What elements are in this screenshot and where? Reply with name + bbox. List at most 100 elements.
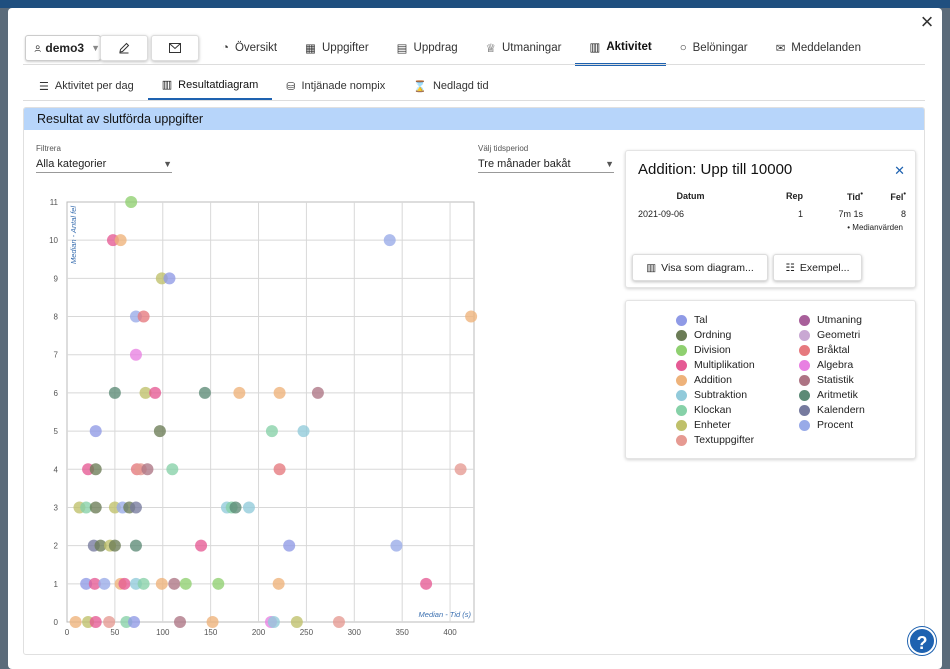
legend-swatch [676,374,687,386]
period-select[interactable]: Välj tidsperiod Tre månader bakåt ▼ [478,144,614,173]
y-tick-label: 11 [50,198,59,207]
tab-oversikt[interactable]: ◔ Översikt [222,42,278,54]
legend-label: Statistik [817,374,854,386]
data-point-tal [89,425,102,438]
data-point-ordning [89,501,102,514]
mail-button[interactable] [151,35,199,61]
legend-item: Algebra [799,359,853,371]
tab-nedlagd-tid[interactable]: ⌛ Nedlagd tid [413,80,489,93]
list-icon: ☷ [785,261,795,274]
data-point-subtraktion [242,501,255,514]
data-point-statistik [174,616,187,628]
legend-item: Kalendern [799,404,865,416]
data-point-division [212,577,225,590]
legend-swatch [799,389,810,401]
data-point-multiplikation [88,577,101,590]
x-tick-label: 300 [348,628,362,637]
tab-uppgifter[interactable]: ▦ Uppgifter [305,42,369,55]
y-tick-label: 8 [54,313,59,322]
divider [23,100,925,101]
legend-swatch [676,419,687,431]
data-point-ordning [153,425,166,438]
data-point-multiplikation [149,386,162,399]
tab-intjanade-nompix[interactable]: ⛁ Intjänade nompix [286,80,386,93]
data-point-addition [272,577,285,590]
tab-uppdrag[interactable]: ▤ Uppdrag [396,42,458,55]
data-point-addition [233,386,246,399]
data-point-enheter [290,616,303,628]
data-point-division [179,577,192,590]
legend-swatch [799,419,810,431]
close-icon[interactable]: × [920,9,934,34]
legend-swatch [799,359,810,371]
y-tick-label: 2 [54,542,59,551]
y-tick-label: 5 [54,427,59,436]
data-point-bråktal [273,463,286,476]
data-point-ordning [89,463,102,476]
y-tick-label: 3 [54,503,59,512]
plot-area [66,201,475,623]
hourglass-icon: ⌛ [413,80,427,93]
x-tick-label: 0 [65,628,70,637]
legend-label: Textuppgifter [694,434,755,446]
circle-icon: ○ [679,42,687,54]
data-point-textuppgifter [454,463,467,476]
data-point-klockan [137,577,150,590]
data-point-statistik [141,463,154,476]
x-tick-label: 350 [395,628,409,637]
legend-label: Aritmetik [817,389,858,401]
bar-chart-icon: ▥ [161,79,173,91]
y-tick-label: 6 [54,389,59,398]
coins-icon: ⛁ [286,80,296,93]
examples-button[interactable]: ☷ Exempel... [773,254,862,281]
legend-item: Subtraktion [676,389,747,401]
legend-label: Geometri [817,329,861,341]
close-icon[interactable]: ✕ [894,163,905,178]
legend-label: Addition [694,374,732,386]
pencil-icon [119,42,130,54]
data-point-division [125,196,138,208]
legend-item: Statistik [799,374,854,386]
legend-swatch [676,314,687,326]
show-diagram-button[interactable]: ▥ Visa som diagram... [632,254,768,281]
envelope-icon: ✉ [775,43,786,55]
legend-label: Procent [817,419,854,431]
x-tick-label: 400 [443,628,457,637]
data-point-tal [163,272,176,285]
tab-utmaningar[interactable]: ♕ Utmaningar [485,42,562,55]
legend-item: Geometri [799,329,860,341]
y-tick-label: 10 [49,236,58,245]
tab-meddelanden[interactable]: ✉ Meddelanden [775,42,861,55]
data-point-statistik [311,386,324,399]
tab-resultatdiagram[interactable]: ▥ Resultatdiagram [147,71,273,101]
category-filter[interactable]: Filtrera Alla kategorier ▼ [36,144,172,173]
user-icon [34,44,41,52]
edit-button[interactable] [100,35,148,61]
legend-item: Division [676,344,731,356]
legend-label: Division [694,344,731,356]
legend-swatch [676,389,687,401]
help-button[interactable]: ? [908,627,936,655]
legend-item: Klockan [676,404,731,416]
legend-swatch [799,374,810,386]
user-dropdown[interactable]: demo3 ▼ [25,35,101,61]
tab-beloningar[interactable]: ○ Belöningar [679,42,748,54]
trophy-icon: ♕ [485,43,496,55]
legend-swatch [676,404,687,416]
legend-item: Addition [676,374,732,386]
scatter-chart[interactable]: 0 50 100 150 200 250 300 350 400 0 1 2 3 4 5 6 7 8 9 10 11 Me… [24,180,494,650]
data-point-addition [114,234,127,247]
data-point-addition [465,310,478,323]
data-point-aritmetik [198,386,211,399]
tab-aktivitet-per-dag[interactable]: ☰ Aktivitet per dag [39,80,134,93]
main-nav: ◔ Översikt ▦ Uppgifter ▤ Uppdrag ♕ Utmaninga… [208,30,875,66]
data-point-klockan [80,501,93,514]
legend-item: Multiplikation [676,359,755,371]
data-point-textuppgifter [103,616,116,628]
username: demo3 [45,41,85,55]
legend-label: Utmaning [817,314,862,326]
data-point-bråktal [137,310,150,323]
data-point-addition [155,577,168,590]
tab-aktivitet[interactable]: ▥ Aktivitet [575,30,666,66]
data-point-aritmetik [229,501,242,514]
